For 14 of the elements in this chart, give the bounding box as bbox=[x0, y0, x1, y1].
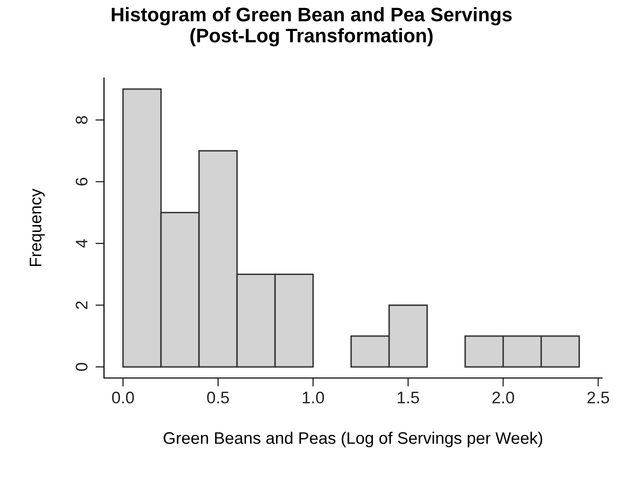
x-tick-label: 0.5 bbox=[207, 392, 229, 404]
x-axis-title: Green Beans and Peas (Log of Servings per Week) bbox=[164, 432, 542, 448]
y-tick-label: 8 bbox=[76, 116, 88, 124]
chart-title: Histogram of Green Bean and Pea Servings (Post-Log Transformation) bbox=[112, 7, 512, 46]
x-tick-label: 2.0 bbox=[492, 392, 514, 404]
x-tick-label: 1.5 bbox=[398, 392, 420, 404]
y-tick-label: 2 bbox=[76, 301, 88, 309]
y-tick-label: 6 bbox=[76, 178, 88, 186]
y-tick-label: 4 bbox=[76, 239, 88, 248]
y-tick-label: 0 bbox=[76, 362, 88, 371]
x-tick-label: 1.0 bbox=[302, 392, 324, 404]
x-tick-label: 2.5 bbox=[587, 392, 610, 404]
x-tick-label: 0.0 bbox=[112, 392, 134, 404]
y-axis-title: Frequency bbox=[30, 188, 45, 266]
